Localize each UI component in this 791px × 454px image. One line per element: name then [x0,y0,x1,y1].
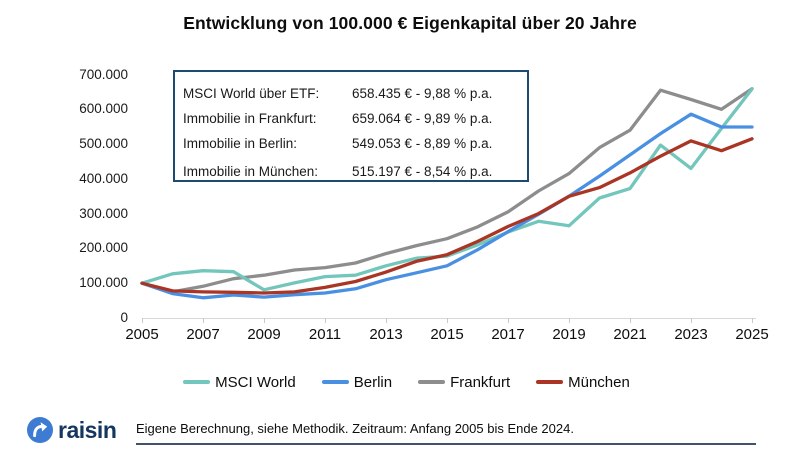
x-axis-tick [508,318,509,323]
y-axis-label: 300.000 [79,205,128,221]
y-axis-label: 500.000 [79,136,128,152]
info-row-value: 549.053 € - 8,89 % p.a. [352,136,493,151]
legend-item-münchen: München [536,374,630,391]
info-row-label: MSCI World über ETF: [183,86,320,101]
legend-label: Berlin [353,373,393,391]
info-row: MSCI World über ETF: 658.435 € - 9,88 % p… [183,81,517,106]
y-axis-label: 0 [120,310,128,325]
x-axis-tick [325,318,326,323]
x-axis-label: 2023 [674,326,708,343]
y-axis-label: 700.000 [79,66,128,82]
x-axis-tick [386,318,387,323]
legend-item-berlin: Berlin [321,373,393,391]
raisin-logo-text: raisin [58,417,117,443]
x-axis-label: 2011 [308,326,342,343]
x-axis-tick [752,318,753,323]
x-axis-tick [142,318,143,323]
footer-divider [136,443,756,445]
returns-info-box: MSCI World über ETF: 658.435 € - 9,88 % p… [173,70,529,182]
info-row-label: Immobilie in München: [183,164,319,179]
x-axis-tick [264,318,265,323]
x-axis-label: 2021 [613,326,647,343]
x-axis-tick [630,318,631,323]
chart-legend: MSCI World Berlin Frankfurt München [0,372,791,392]
legend-label: München [568,373,630,391]
x-axis-tick [447,318,448,323]
x-axis-tick [691,318,692,323]
info-row: Immobilie in München: 515.197 € - 8,54 % … [183,159,517,184]
legend-label: Frankfurt [450,373,511,391]
raisin-logo: raisin [27,417,117,443]
info-row-label: Immobilie in Berlin: [183,136,298,151]
x-axis-label: 2013 [369,326,403,343]
x-axis-label: 2015 [430,326,464,343]
y-axis-label: 400.000 [79,170,128,186]
y-axis-label: 100.000 [79,275,128,291]
legend-item-msci-world: MSCI World [183,374,296,391]
x-axis-label: 2005 [125,326,159,343]
legend-swatch [321,380,349,384]
legend-swatch [183,380,211,384]
x-axis-label: 2007 [186,326,220,343]
legend-item-frankfurt: Frankfurt [418,374,510,391]
footer-note: Eigene Berechnung, siehe Methodik. Zeitr… [136,421,574,436]
x-axis-label: 2017 [491,326,525,343]
info-row-value: 658.435 € - 9,88 % p.a. [352,86,493,101]
legend-label: MSCI World [215,373,296,391]
y-axis-label: 200.000 [79,240,128,256]
info-row-label: Immobilie in Frankfurt: [183,111,317,126]
legend-swatch [418,380,446,384]
raisin-logo-icon [27,417,53,443]
page-title: Entwicklung von 100.000 € Eigenkapital ü… [183,13,637,33]
info-row-value: 659.064 € - 9,89 % p.a. [352,111,493,126]
x-axis-tick [203,318,204,323]
info-row: Immobilie in Frankfurt: 659.064 € - 9,89 … [183,106,517,131]
info-row-value: 515.197 € - 8,54 % p.a. [352,164,493,179]
y-axis-label: 600.000 [79,101,128,117]
series-line-berlin [140,112,754,300]
x-axis-tick [569,318,570,323]
x-axis-label: 2009 [247,326,281,343]
info-row: Immobilie in Berlin: 549.053 € - 8,89 % p… [183,131,517,156]
series-line-münchen [140,137,754,295]
x-axis-label: 2019 [552,326,586,343]
x-axis-label: 2025 [735,326,769,343]
legend-swatch [536,380,564,384]
x-axis-line [142,318,756,319]
